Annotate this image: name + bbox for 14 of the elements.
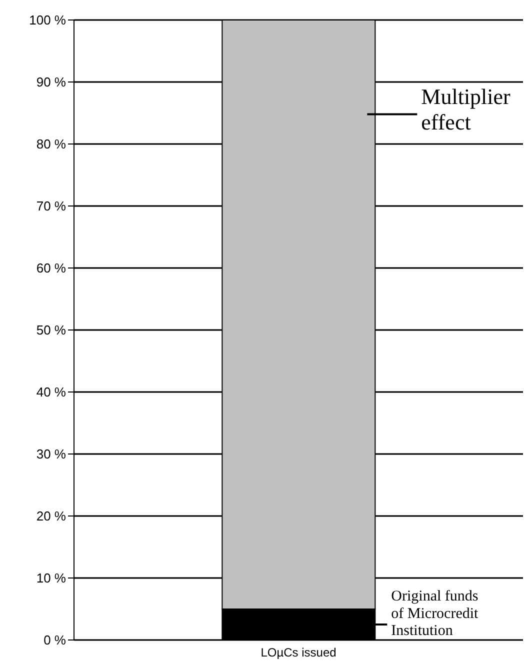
y-tick-label: 40 % bbox=[36, 384, 66, 400]
y-tick-label: 60 % bbox=[36, 260, 66, 276]
y-tick-label: 30 % bbox=[36, 446, 66, 462]
y-tick-label: 80 % bbox=[36, 136, 66, 152]
y-tick-label: 70 % bbox=[36, 198, 66, 214]
x-tick-label: LOµCs issued bbox=[260, 646, 336, 660]
y-tick-label: 90 % bbox=[36, 74, 66, 90]
y-tick-label: 100 % bbox=[29, 12, 66, 28]
y-tick-label: 0 % bbox=[44, 632, 66, 648]
legend-label: Multiplier effect bbox=[421, 84, 512, 134]
y-tick-label: 10 % bbox=[36, 570, 66, 586]
series-label: Original funds of Microcredit Institution bbox=[391, 588, 480, 639]
y-tick-label: 20 % bbox=[36, 508, 66, 524]
y-tick-label: 50 % bbox=[36, 322, 66, 338]
